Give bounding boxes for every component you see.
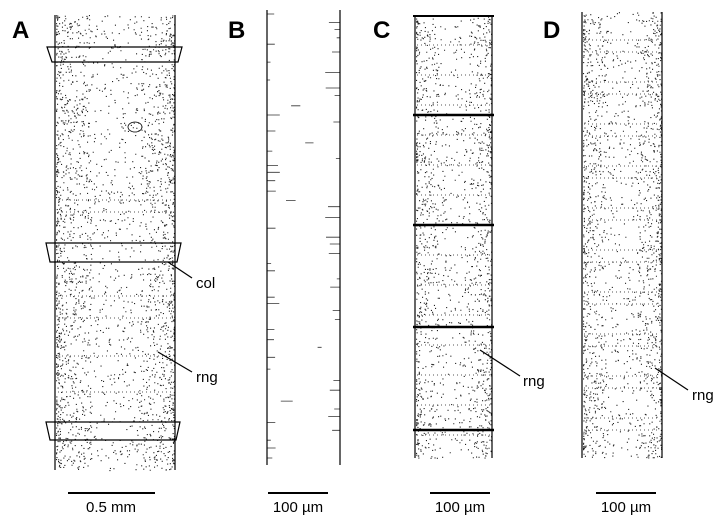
leader [167,261,193,279]
stipple-dots [583,12,663,459]
annotation: col [196,275,215,292]
tube-d [581,12,663,458]
stipple-dots [416,15,493,459]
annotation: rng [692,387,714,404]
panel-label: D [543,17,560,44]
leader [479,349,521,377]
ring-lines [417,44,490,436]
stipple [56,12,663,472]
panel-label: A [12,17,29,44]
scale-label: 100 µm [601,499,651,516]
tube-b [266,10,341,465]
annotation: rng [523,373,545,390]
annotation: rng [196,369,218,386]
scale-label: 0.5 mm [86,499,136,516]
leader [157,351,193,373]
scale-label: 100 µm [273,499,323,516]
panel-label: B [228,17,245,44]
tube-c [413,15,494,458]
tube-a [45,15,183,470]
panel-label: C [373,17,390,44]
hatch [267,13,340,459]
stipple-dots [56,15,176,472]
leader [654,367,689,391]
ring-lines [584,39,660,431]
scale-label: 100 µm [435,499,485,516]
